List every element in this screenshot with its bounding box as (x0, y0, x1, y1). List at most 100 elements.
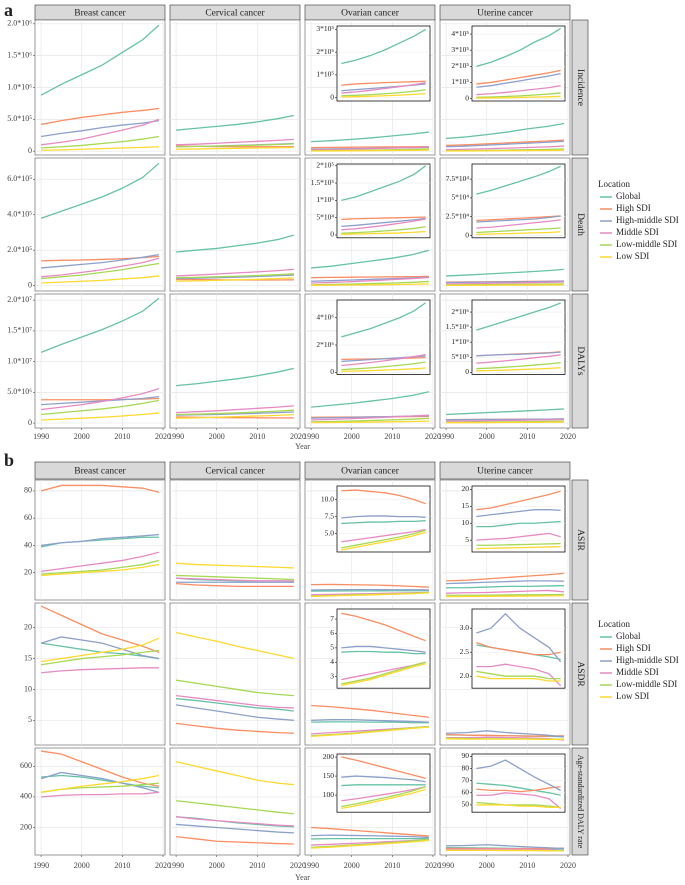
series-line (311, 414, 429, 421)
series-line (311, 589, 429, 592)
series-line (311, 839, 429, 849)
series-line (446, 280, 564, 284)
y-tick-label: 60 (24, 513, 32, 522)
series-line (176, 146, 294, 150)
series-line (341, 529, 426, 549)
y-tick-label: 10 (24, 684, 32, 693)
series-line (476, 27, 561, 67)
series-line (341, 218, 426, 231)
x-tick-label: 2020 (290, 861, 306, 870)
inset-y-tick-label: 4*10⁶ (316, 312, 334, 321)
series-line (176, 409, 294, 416)
series-line (446, 595, 564, 598)
series-line (311, 276, 429, 284)
inset-y-tick-label: 5 (465, 535, 469, 544)
series-line (341, 788, 426, 810)
y-tick-label: 15 (24, 653, 32, 662)
series-line (476, 354, 561, 364)
inset-y-tick-label: 5*10⁵ (451, 352, 469, 361)
strip (169, 461, 301, 480)
row-strip-label: Incidence (575, 69, 585, 106)
series-line (476, 219, 561, 229)
series-line (311, 131, 429, 143)
inset-y-tick-label: 7 (330, 614, 334, 623)
row-strip-label: DALYs (575, 346, 585, 375)
series-line (176, 268, 294, 277)
x-tick-label: 2000 (344, 432, 360, 441)
series-line (446, 408, 564, 416)
x-tick-label: 1990 (168, 861, 184, 870)
series-line (476, 302, 561, 331)
x-tick-label: 2020 (290, 432, 306, 441)
series-line (40, 636, 160, 660)
series-line (476, 670, 561, 680)
series-line (341, 361, 426, 371)
strip-label: Breast cancer (74, 467, 126, 477)
series-line (176, 138, 294, 146)
legend-label: High SDI (616, 643, 651, 653)
y-tick-label: 0 (28, 418, 32, 427)
x-tick-label: 2020 (560, 861, 576, 870)
series-line (41, 533, 159, 547)
series-line (311, 583, 429, 588)
series-line (176, 577, 294, 582)
inset-y-tick-label: 2*10⁵ (316, 160, 334, 169)
series-line (446, 848, 564, 852)
series-line (446, 149, 564, 152)
inset-y-tick-label: 1.5*10⁵ (311, 178, 335, 187)
series-line (476, 490, 561, 511)
inset-y-tick-label: 2*10⁵ (316, 47, 334, 56)
series-line (446, 585, 564, 589)
series-line (41, 791, 159, 798)
series-line (341, 645, 426, 653)
inset-y-tick-label: 0 (465, 367, 469, 376)
y-tick-label: 200 (20, 822, 32, 831)
inset-y-tick-label: 2*10⁶ (451, 307, 469, 316)
y-tick-label: 1.0*10⁶ (7, 82, 32, 91)
series-line (40, 605, 160, 653)
x-tick-label: 1990 (33, 861, 49, 870)
inset-y-tick-label: 1*10⁵ (316, 70, 334, 79)
y-tick-label: 1.0*10⁷ (7, 356, 32, 365)
series-line (40, 297, 160, 353)
series-line (446, 738, 564, 741)
series-line (476, 362, 561, 370)
series-line (341, 302, 427, 338)
series-line (311, 283, 429, 286)
series-line (176, 694, 294, 709)
series-line (40, 774, 160, 793)
row-strip-label: Age-standardized DALY rate (576, 755, 585, 849)
strip-label: Uterine cancer (477, 9, 533, 19)
series-line (175, 631, 295, 660)
series-line (446, 139, 564, 147)
series-line (446, 418, 564, 421)
panel (34, 747, 166, 856)
series-line (476, 612, 562, 663)
row-strip-label: Death (575, 213, 585, 236)
x-tick-label: 2000 (209, 432, 225, 441)
series-line (175, 704, 294, 721)
y-tick-label: 2.0*10⁶ (7, 19, 32, 28)
legend-label: Middle SDI (616, 667, 659, 677)
panel (34, 157, 166, 292)
x-tick-label: 2010 (519, 861, 535, 870)
y-tick-label: 5.0*10⁶ (7, 387, 32, 396)
series-line (476, 801, 561, 808)
series-line (476, 227, 561, 234)
series-line (341, 531, 426, 551)
inset-y-tick-label: 0 (465, 230, 469, 239)
figure-label: a (4, 0, 13, 20)
series-line (176, 143, 294, 148)
series-line (446, 145, 564, 151)
series-line (341, 775, 426, 783)
inset-y-tick-label: 1*10⁵ (316, 195, 334, 204)
strip (439, 461, 571, 480)
series-line (341, 756, 426, 779)
series-line (476, 520, 561, 528)
series-line (446, 268, 564, 277)
series-line (41, 118, 160, 146)
x-tick-label: 1990 (438, 432, 454, 441)
inset-y-tick-label: 20 (462, 484, 470, 493)
series-line (40, 24, 160, 96)
series-line (41, 388, 160, 411)
